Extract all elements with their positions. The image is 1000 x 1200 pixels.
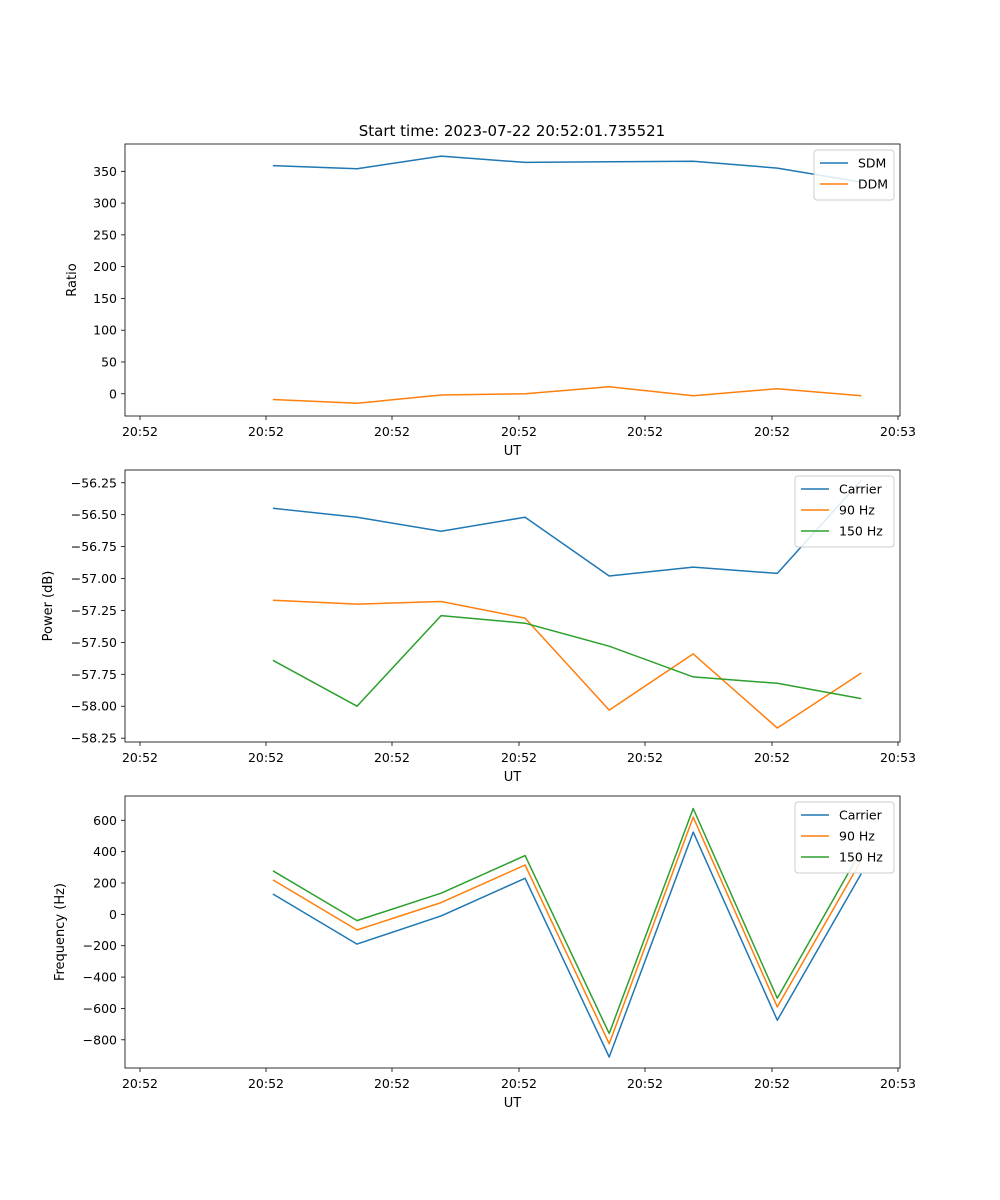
- series-line-sdm: [272, 155, 862, 183]
- x-axis-label: UT: [504, 1096, 522, 1111]
- y-tick-label: 400: [93, 844, 117, 859]
- legend-label: Carrier: [839, 808, 883, 823]
- legend: Carrier 90 Hz 150 Hz: [794, 801, 895, 874]
- series-line-carrier: [272, 479, 862, 577]
- x-tick-label: 20:52: [501, 424, 537, 439]
- x-tick-label: 20:52: [754, 1076, 790, 1091]
- y-axis-label: Frequency (Hz): [53, 883, 68, 981]
- legend-label: 150 Hz: [839, 524, 883, 539]
- legend-label: Carrier: [839, 482, 883, 497]
- x-tick-label: 20:52: [248, 1076, 284, 1091]
- y-tick-label: −58.00: [71, 699, 117, 714]
- y-tick-label: −56.25: [71, 475, 117, 490]
- series-line-90-hz: [272, 599, 862, 729]
- x-tick-label: 20:52: [627, 1076, 663, 1091]
- x-tick-label: 20:53: [880, 750, 916, 765]
- x-tick-label: 20:52: [754, 750, 790, 765]
- y-tick-label: −57.25: [71, 603, 117, 618]
- series-line-150-hz: [272, 807, 862, 1035]
- legend-label: DDM: [858, 177, 888, 192]
- x-tick-label: 20:52: [754, 424, 790, 439]
- legend-label: 150 Hz: [839, 850, 883, 865]
- y-tick-label: 200: [93, 876, 117, 891]
- legend-label: 90 Hz: [839, 829, 875, 844]
- y-tick-label: −58.25: [71, 731, 117, 746]
- x-tick-label: 20:52: [248, 424, 284, 439]
- legend-box: [794, 475, 895, 548]
- legend-box: [794, 801, 895, 874]
- y-tick-label: −57.00: [71, 571, 117, 586]
- y-tick-label: −200: [83, 938, 117, 953]
- y-tick-label: 600: [93, 813, 117, 828]
- plot-frame: [124, 795, 901, 1069]
- y-tick-label: −600: [83, 1001, 117, 1016]
- series-line-ddm: [272, 386, 862, 405]
- x-tick-label: 20:52: [122, 424, 158, 439]
- x-axis-label: UT: [504, 770, 522, 785]
- y-tick-label: −400: [83, 970, 117, 985]
- y-tick-label: 0: [109, 386, 117, 401]
- x-tick-label: 20:52: [374, 750, 410, 765]
- legend: Carrier 90 Hz 150 Hz: [794, 475, 895, 548]
- y-tick-label: −56.75: [71, 539, 117, 554]
- y-tick-label: 200: [93, 259, 117, 274]
- y-tick-label: 100: [93, 323, 117, 338]
- series-line-90-hz: [272, 816, 862, 1045]
- y-tick-label: 50: [101, 354, 117, 369]
- x-tick-label: 20:52: [501, 750, 537, 765]
- y-tick-label: −57.75: [71, 667, 117, 682]
- legend-label: 90 Hz: [839, 503, 875, 518]
- x-tick-label: 20:52: [248, 750, 284, 765]
- y-tick-label: 350: [93, 164, 117, 179]
- x-tick-label: 20:52: [501, 1076, 537, 1091]
- x-tick-label: 20:53: [880, 1076, 916, 1091]
- chart-panel-1: 0 50 100 150 200 250 300 350 20:52 20:52 20:52 20:5…: [65, 143, 916, 459]
- series-line-150-hz: [272, 614, 862, 707]
- y-tick-label: 250: [93, 227, 117, 242]
- series-line-carrier: [272, 831, 862, 1058]
- y-tick-label: −800: [83, 1032, 117, 1047]
- y-tick-label: −56.50: [71, 507, 117, 522]
- plot-frame: [124, 143, 901, 417]
- x-tick-label: 20:52: [627, 424, 663, 439]
- y-axis-label: Power (dB): [41, 571, 56, 642]
- x-tick-label: 20:52: [374, 424, 410, 439]
- panels: 0 50 100 150 200 250 300 350 20:52 20:52 20:52 20:5…: [41, 143, 916, 1111]
- legend: SDM DDM: [813, 149, 895, 201]
- x-tick-label: 20:53: [880, 424, 916, 439]
- chart-panel-3: −800 −600 −400 −200 0 200 400 600 20:52 20:52 20:5…: [53, 795, 916, 1111]
- y-tick-label: 0: [109, 907, 117, 922]
- x-tick-label: 20:52: [122, 750, 158, 765]
- plot-frame: [124, 469, 901, 743]
- y-axis-label: Ratio: [65, 263, 80, 296]
- x-tick-label: 20:52: [627, 750, 663, 765]
- figure-title: Start time: 2023-07-22 20:52:01.735521: [359, 122, 665, 140]
- chart-panel-2: −58.25 −58.00 −57.75 −57.50 −57.25 −57.00 −56.…: [41, 469, 916, 785]
- legend-label: SDM: [858, 156, 886, 171]
- x-axis-label: UT: [504, 444, 522, 459]
- x-tick-label: 20:52: [122, 1076, 158, 1091]
- y-tick-label: 300: [93, 196, 117, 211]
- y-tick-label: 150: [93, 291, 117, 306]
- x-tick-label: 20:52: [374, 1076, 410, 1091]
- y-tick-label: −57.50: [71, 635, 117, 650]
